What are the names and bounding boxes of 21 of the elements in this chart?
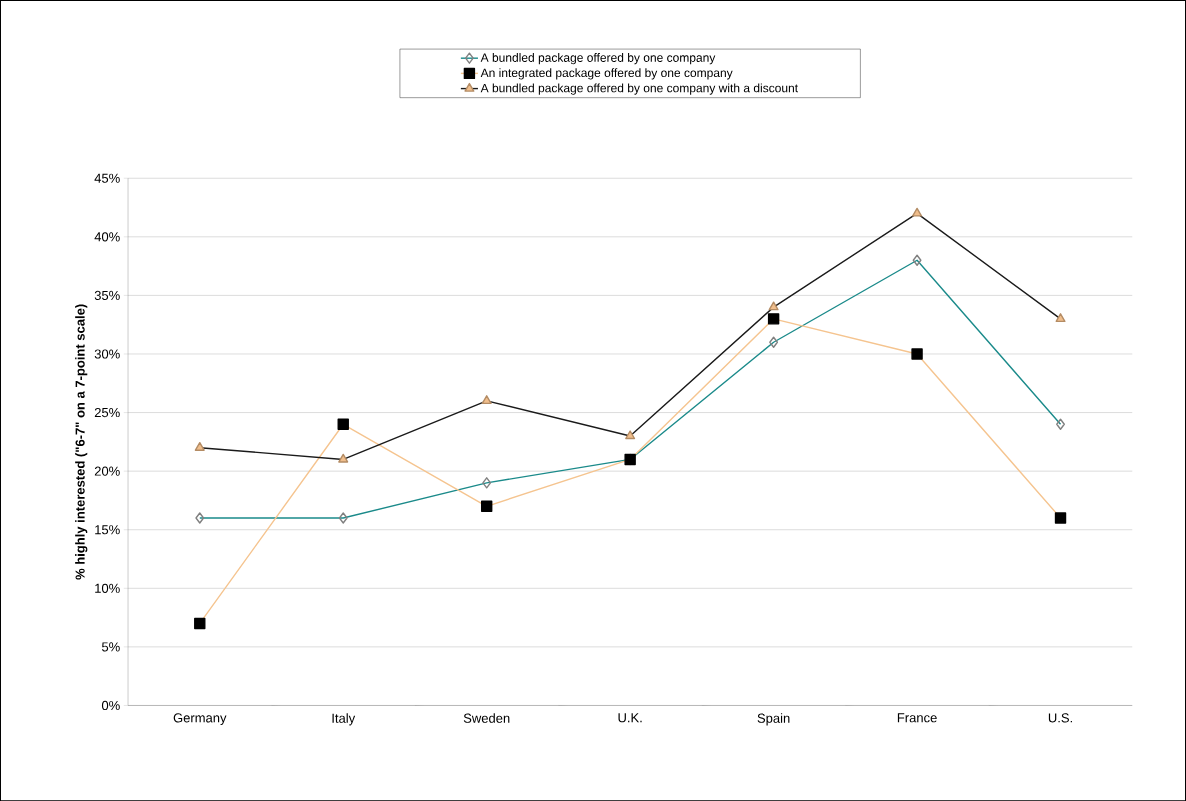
x-tick-label: U.K. (618, 713, 642, 723)
legend-label: An integrated package offered by one company (480, 68, 733, 80)
y-tick-label: 30% (94, 349, 120, 359)
y-tick-label: 25% (94, 407, 120, 417)
x-tick-label: Italy (332, 713, 356, 726)
y-tick-label: 5% (101, 642, 120, 652)
legend-label: A bundled package offered by one company with a discount (480, 83, 798, 95)
x-tick-label: Spain (757, 713, 790, 726)
x-tick-label: Germany (173, 713, 227, 725)
y-tick-label: 10% (95, 583, 120, 593)
y-tick-label: 45% (94, 173, 120, 183)
y-tick-label: 20% (94, 466, 120, 476)
x-tick-label: France (897, 713, 937, 723)
y-tick-label: 15% (95, 524, 120, 535)
y-axis-title: % highly interested ("6-7" on a 7-point scale) (75, 304, 88, 580)
x-tick-label: Sweden (463, 713, 510, 723)
y-tick-label: 35% (94, 290, 120, 300)
y-tick-label: 0% (101, 700, 120, 710)
legend-label: A bundled package offered by one company (480, 52, 716, 65)
y-tick-label: 40% (94, 232, 120, 242)
x-tick-label: U.S. (1048, 713, 1072, 723)
